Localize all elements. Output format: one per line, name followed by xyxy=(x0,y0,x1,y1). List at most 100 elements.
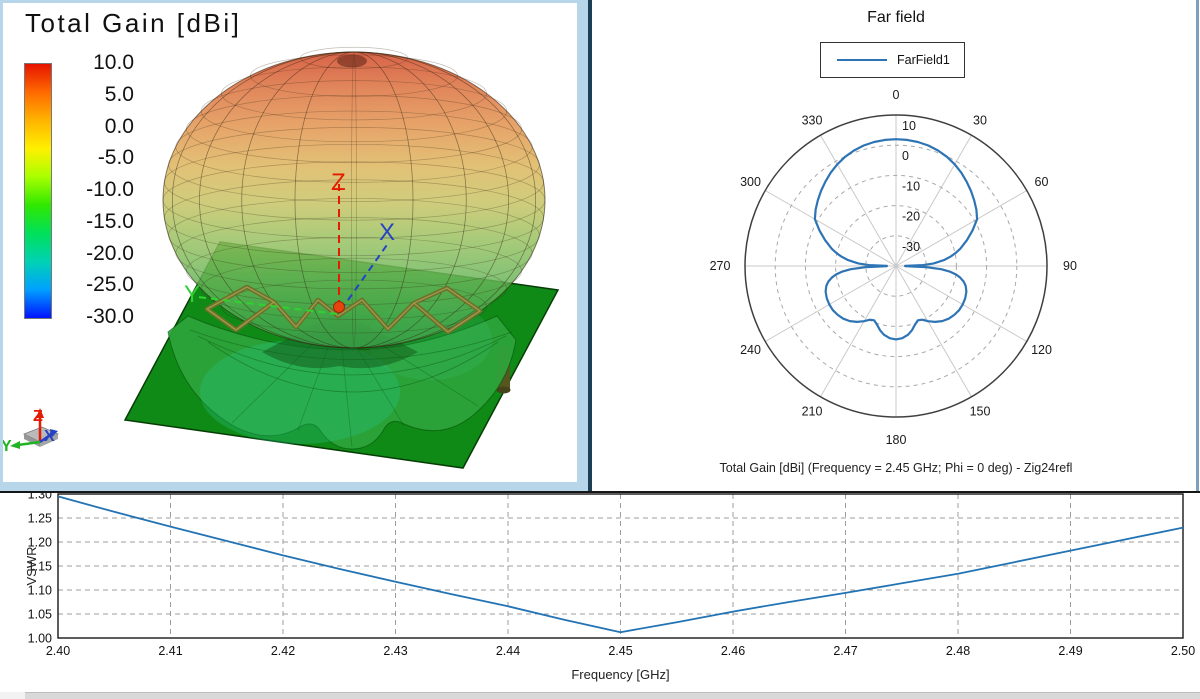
triad-x-label: X xyxy=(44,428,55,445)
mesh-meridian xyxy=(162,51,546,349)
panel-frame-right xyxy=(577,0,588,491)
vswr-ytick-label: 1.30 xyxy=(28,493,52,502)
polar-caption: Total Gain [dBi] (Frequency = 2.45 GHz; … xyxy=(719,461,1073,475)
farfield-trace xyxy=(813,138,979,341)
vswr-plot-border xyxy=(57,493,1184,639)
colorbar-tick-label: -30.0 xyxy=(86,305,134,328)
mesh-latitude xyxy=(164,143,544,221)
colorbar-tick-label: -10.0 xyxy=(86,178,134,201)
radiation-pattern-3d: Z X Y Z X Y xyxy=(1,46,560,469)
bowl-arc xyxy=(197,335,507,376)
polar-spoke xyxy=(895,134,972,267)
polar-spoke xyxy=(764,190,897,267)
polar-angle-label: 90 xyxy=(1063,259,1077,273)
polar-grid-ring xyxy=(835,205,957,327)
polar-angle-label: 0 xyxy=(893,88,900,102)
polar-radial-label: -20 xyxy=(902,210,920,224)
gain-colorbar xyxy=(24,63,52,319)
sphere-wireframe xyxy=(162,46,546,349)
polar-angle-label: 330 xyxy=(802,114,823,128)
mesh-meridian xyxy=(171,51,537,349)
mesh-latitude xyxy=(300,46,408,69)
vswr-xlabel: Frequency [GHz] xyxy=(571,667,669,682)
mesh-meridian xyxy=(294,51,414,349)
vswr-xtick-label: 2.43 xyxy=(383,644,407,658)
vswr-chart: 1.00 1.05 1.10 1.15 1.20 1.25 1.30 2.40 2.41 2.42… xyxy=(24,488,1195,683)
colorbar-tick-label: -25.0 xyxy=(86,273,134,297)
vswr-ytick-label: 1.20 xyxy=(28,536,52,550)
polar-spoke xyxy=(820,265,897,398)
mesh-latitude xyxy=(221,66,487,121)
polar-angle-label: 60 xyxy=(1035,175,1049,189)
colorbar-tick-label: -15.0 xyxy=(86,209,134,233)
vswr-ytick-label: 1.05 xyxy=(28,608,52,622)
colorbar-labels: 10.0 5.0 0.0 -5.0 -10.0 -15.0 -20.0 -25.… xyxy=(58,51,134,329)
legend-line-sample xyxy=(837,59,887,61)
polar-spoke xyxy=(895,190,1028,267)
mesh-meridian xyxy=(351,51,357,349)
vswr-ytick-label: 1.00 xyxy=(28,632,52,646)
vswr-xtick-label: 2.48 xyxy=(946,644,970,658)
polar-angle-label: 210 xyxy=(802,404,823,418)
vswr-ytick-label: 1.15 xyxy=(28,560,52,574)
vswr-xtick-label: 2.45 xyxy=(608,644,632,658)
legend-series-label: FarField1 xyxy=(897,53,950,67)
colorbar-tick-label: 10.0 xyxy=(93,51,134,74)
triad-y-arrow xyxy=(17,440,41,447)
vswr-xtick-label: 2.40 xyxy=(46,644,70,658)
polar-angle-label: 150 xyxy=(970,404,991,418)
bottom-scrollbar-gap xyxy=(0,692,25,699)
mesh-latitude xyxy=(200,257,508,320)
panel-3d-pattern[interactable]: Z X Y Z X Y Total Gain [dBi] 10.0 xyxy=(0,0,592,491)
polar-radial-label: -30 xyxy=(902,240,920,254)
polar-radial-label: 10 xyxy=(902,119,916,133)
colorbar-tick-label: 0.0 xyxy=(104,114,134,138)
sphere-top-dimple xyxy=(337,54,367,68)
polar-radial-label: -10 xyxy=(902,179,920,193)
polar-chart: 0 30 60 90 120 150 180 210 240 270 300 330 10 0 -10 -20… xyxy=(710,88,1077,447)
polar-spoke xyxy=(895,265,972,398)
vswr-ytick-label: 1.10 xyxy=(28,584,52,598)
triad-plane-side xyxy=(40,434,58,447)
colorbar-title: Total Gain [dBi] xyxy=(25,8,242,38)
mesh-latitude xyxy=(162,161,546,239)
vswr-trace xyxy=(57,495,1184,634)
vswr-ylabel: VSWR xyxy=(24,547,39,586)
panel-frame-left xyxy=(0,0,3,491)
orientation-triad-icon[interactable]: Z X Y xyxy=(1,408,59,455)
bottom-scrollbar[interactable] xyxy=(25,692,1200,699)
polar-angle-label: 300 xyxy=(740,175,761,189)
polar-legend[interactable]: FarField1 xyxy=(820,42,965,78)
colorbar-tick-label: -5.0 xyxy=(97,146,134,170)
panel-polar-farfield[interactable]: Far field FarField1 0 30 60 90 120 150 180 210 2… xyxy=(592,0,1200,491)
polar-spoke xyxy=(895,265,1028,342)
polar-angle-label: 120 xyxy=(1031,343,1052,357)
mesh-meridian xyxy=(171,51,537,349)
mesh-latitude xyxy=(175,217,533,290)
mesh-latitude xyxy=(250,54,458,97)
panel-vswr-plot[interactable]: 1.00 1.05 1.10 1.15 1.20 1.25 1.30 2.40 2.41 2.42… xyxy=(0,488,1200,699)
bowl-arc xyxy=(207,341,499,393)
mesh-meridian xyxy=(294,51,414,349)
mesh-meridian xyxy=(241,51,467,349)
triad-x-arrowhead xyxy=(50,429,58,438)
vswr-xtick-label: 2.44 xyxy=(496,644,520,658)
z-axis-label: Z xyxy=(331,169,346,196)
panel-frame-top xyxy=(0,0,592,3)
x-axis-label: X xyxy=(379,219,395,246)
triad-z-label: Z xyxy=(33,408,43,425)
polar-chart-title: Far field xyxy=(867,9,925,26)
polar-angle-label: 30 xyxy=(973,114,987,128)
triad-z-arrowhead xyxy=(36,408,44,418)
y-axis-label: Y xyxy=(184,281,200,308)
polar-outer-ring xyxy=(744,114,1048,418)
panel-frame-divider xyxy=(588,0,592,491)
colorbar-tick-label: -20.0 xyxy=(86,241,134,265)
vswr-xtick-label: 2.50 xyxy=(1171,644,1195,658)
vswr-xtick-label: 2.47 xyxy=(833,644,857,658)
mesh-meridian xyxy=(199,51,509,349)
panel-frame-bottom xyxy=(0,482,588,491)
triad-y-label: Y xyxy=(1,438,12,455)
polar-spoke xyxy=(764,265,897,342)
